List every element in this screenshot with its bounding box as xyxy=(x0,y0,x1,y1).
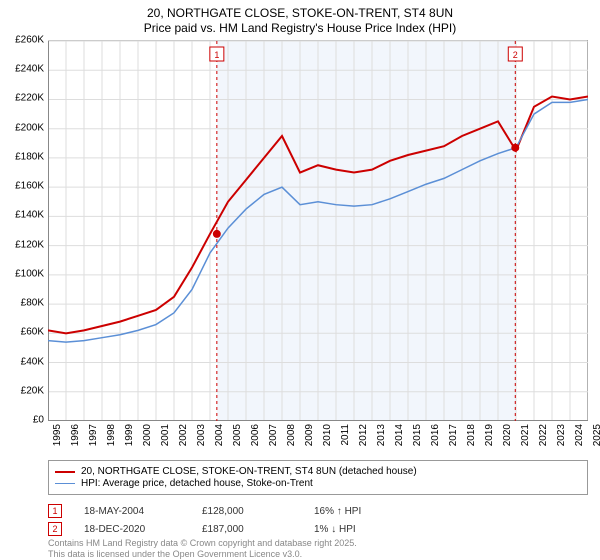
event-diff: 16% ↑ HPI xyxy=(314,506,394,517)
legend-label: 20, NORTHGATE CLOSE, STOKE-ON-TRENT, ST4… xyxy=(81,466,417,477)
y-tick-label: £240K xyxy=(15,64,44,75)
event-price: £128,000 xyxy=(202,506,292,517)
event-diff: 1% ↓ HPI xyxy=(314,524,394,535)
y-axis-labels: £0£20K£40K£60K£80K£100K£120K£140K£160K£1… xyxy=(0,40,46,420)
x-tick-label: 2002 xyxy=(178,424,189,446)
x-tick-label: 2009 xyxy=(304,424,315,446)
footer-attribution: Contains HM Land Registry data © Crown c… xyxy=(48,538,588,560)
legend-swatch xyxy=(55,471,75,473)
event-row: 1 18-MAY-2004 £128,000 16% ↑ HPI xyxy=(48,504,588,518)
event-row: 2 18-DEC-2020 £187,000 1% ↓ HPI xyxy=(48,522,588,536)
event-price: £187,000 xyxy=(202,524,292,535)
x-tick-label: 2021 xyxy=(520,424,531,446)
x-tick-label: 1996 xyxy=(70,424,81,446)
x-tick-label: 2008 xyxy=(286,424,297,446)
x-tick-label: 2012 xyxy=(358,424,369,446)
x-tick-label: 1997 xyxy=(88,424,99,446)
legend-label: HPI: Average price, detached house, Stok… xyxy=(81,478,313,489)
x-tick-label: 2006 xyxy=(250,424,261,446)
x-tick-label: 2011 xyxy=(340,424,351,446)
x-tick-label: 2024 xyxy=(574,424,585,446)
x-tick-label: 2000 xyxy=(142,424,153,446)
x-tick-label: 1995 xyxy=(52,424,63,446)
chart-title-line1: 20, NORTHGATE CLOSE, STOKE-ON-TRENT, ST4… xyxy=(0,6,600,20)
x-tick-label: 2017 xyxy=(448,424,459,446)
x-tick-label: 2007 xyxy=(268,424,279,446)
event-table: 1 18-MAY-2004 £128,000 16% ↑ HPI 2 18-DEC-202… xyxy=(48,504,588,540)
x-tick-label: 2001 xyxy=(160,424,171,446)
y-tick-label: £100K xyxy=(15,268,44,279)
event-badge: 1 xyxy=(48,504,62,518)
x-axis-labels: 1995 1996 1997 1998 1999 2000 2001 2002 2003 2004… xyxy=(48,424,588,454)
y-tick-label: £20K xyxy=(21,385,44,396)
x-tick-label: 2003 xyxy=(196,424,207,446)
y-tick-label: £200K xyxy=(15,122,44,133)
x-tick-label: 2013 xyxy=(376,424,387,446)
x-tick-label: 2014 xyxy=(394,424,405,446)
y-tick-label: £160K xyxy=(15,181,44,192)
chart-svg: 12 xyxy=(48,41,588,421)
y-tick-label: £120K xyxy=(15,239,44,250)
footer-line2: This data is licensed under the Open Gov… xyxy=(48,549,588,560)
x-tick-label: 2015 xyxy=(412,424,423,446)
x-tick-label: 2020 xyxy=(502,424,513,446)
y-tick-label: £0 xyxy=(33,415,44,426)
footer-line1: Contains HM Land Registry data © Crown c… xyxy=(48,538,588,549)
x-tick-label: 2005 xyxy=(232,424,243,446)
x-tick-label: 2018 xyxy=(466,424,477,446)
y-tick-label: £260K xyxy=(15,35,44,46)
x-tick-label: 2022 xyxy=(538,424,549,446)
x-tick-label: 2010 xyxy=(322,424,333,446)
legend-box: 20, NORTHGATE CLOSE, STOKE-ON-TRENT, ST4… xyxy=(48,460,588,495)
y-tick-label: £60K xyxy=(21,327,44,338)
x-tick-label: 2023 xyxy=(556,424,567,446)
svg-text:2: 2 xyxy=(513,50,518,60)
x-tick-label: 2025 xyxy=(592,424,600,446)
x-tick-label: 1998 xyxy=(106,424,117,446)
legend-row: 20, NORTHGATE CLOSE, STOKE-ON-TRENT, ST4… xyxy=(55,466,581,477)
y-tick-label: £80K xyxy=(21,298,44,309)
y-tick-label: £180K xyxy=(15,151,44,162)
svg-text:1: 1 xyxy=(214,50,219,60)
event-badge: 2 xyxy=(48,522,62,536)
x-tick-label: 2004 xyxy=(214,424,225,446)
chart-plot-area: 12 xyxy=(48,40,588,420)
y-tick-label: £40K xyxy=(21,356,44,367)
x-tick-label: 2016 xyxy=(430,424,441,446)
event-date: 18-MAY-2004 xyxy=(84,506,180,517)
y-tick-label: £220K xyxy=(15,93,44,104)
legend-swatch xyxy=(55,483,75,485)
y-tick-label: £140K xyxy=(15,210,44,221)
x-tick-label: 1999 xyxy=(124,424,135,446)
x-tick-label: 2019 xyxy=(484,424,495,446)
chart-title-line2: Price paid vs. HM Land Registry's House … xyxy=(0,21,600,35)
event-date: 18-DEC-2020 xyxy=(84,524,180,535)
legend-row: HPI: Average price, detached house, Stok… xyxy=(55,478,581,489)
